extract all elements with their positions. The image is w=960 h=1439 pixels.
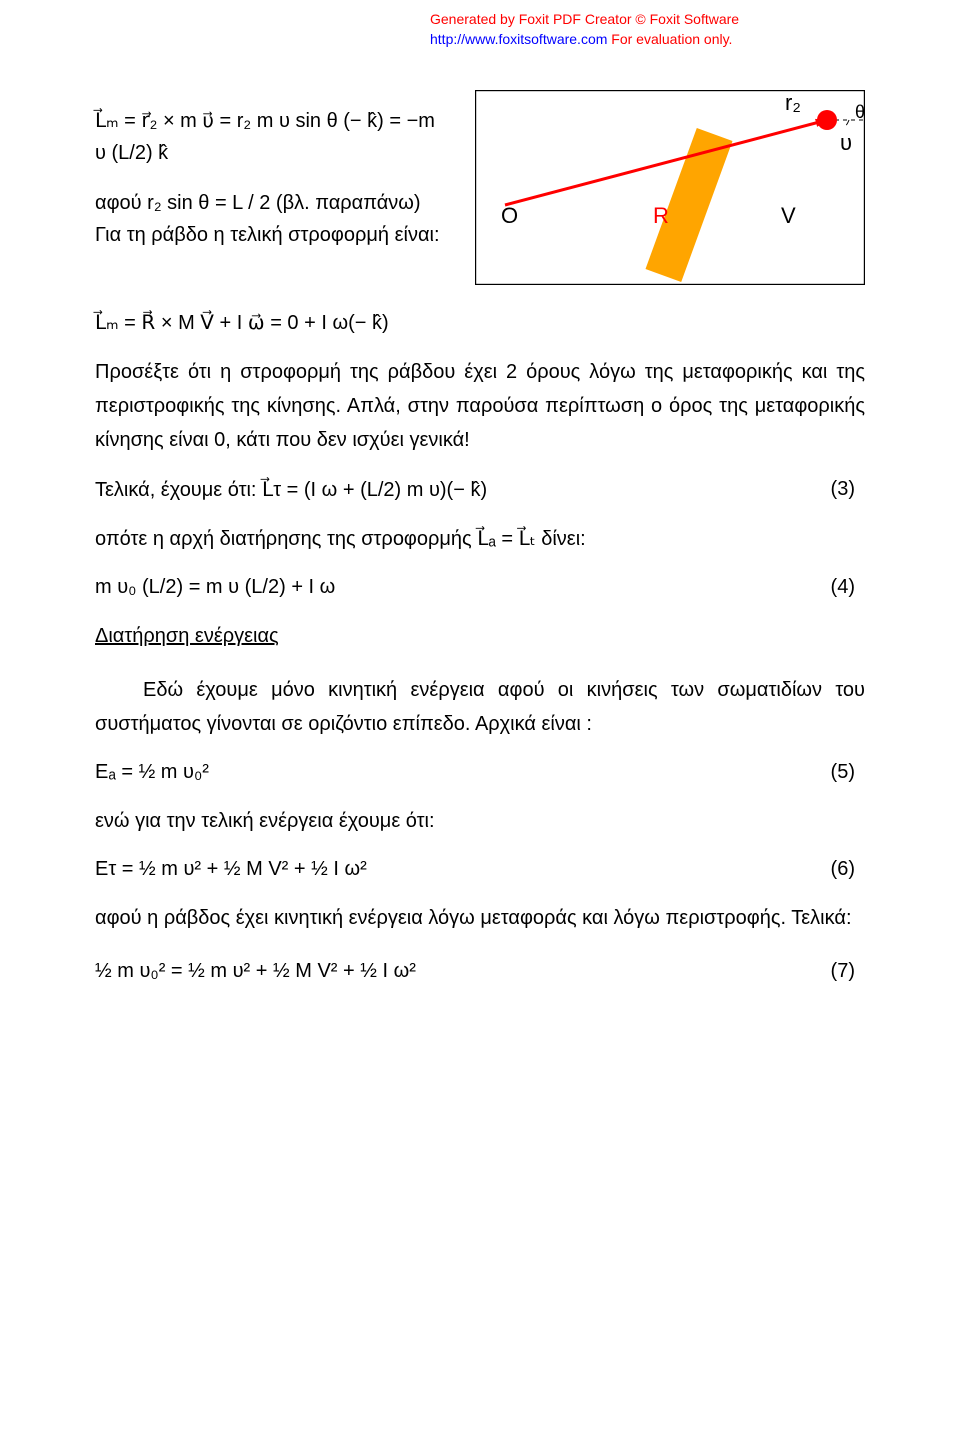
eqnum-3: (3): [831, 478, 865, 501]
equation-LM-line: L⃗ₘ = R⃗ × M V⃗ + Ι ω⃗ = 0 + Ι ω(− k̂): [95, 310, 865, 335]
equation-4: m υ₀ (L/2) = m υ (L/2) + Ι ω: [95, 576, 335, 599]
equation-Lm: L⃗ₘ = r⃗₂ × m υ⃗ = r₂ m υ sin θ (− k̂) =…: [95, 105, 445, 169]
svg-text:V: V: [781, 203, 796, 228]
equation-5-line: Eₐ = ½ m υ₀² (5): [95, 761, 865, 784]
diagram: θ Ο R Vr₂ υ: [475, 90, 865, 290]
svg-text:r₂: r₂: [785, 90, 801, 115]
svg-text:R: R: [653, 203, 669, 228]
paragraph-rod-energy: αφού η ράβδος έχει κινητική ενέργεια λόγ…: [95, 901, 865, 935]
equation-7-line: ½ m υ₀² = ½ m υ² + ½ M V² + ½ Ι ω² (7): [95, 960, 865, 983]
equation-6: Eτ = ½ m υ² + ½ M V² + ½ Ι ω²: [95, 858, 367, 881]
paragraph-energy: Εδώ έχουμε μόνο κινητική ενέργεια αφού ο…: [95, 673, 865, 741]
eqnum-6: (6): [831, 858, 865, 881]
equation-7: ½ m υ₀² = ½ m υ² + ½ M V² + ½ Ι ω²: [95, 960, 416, 983]
watermark-link: http://www.foxitsoftware.com: [430, 31, 607, 47]
equation-5: Eₐ = ½ m υ₀²: [95, 761, 209, 784]
eqnum-5: (5): [831, 761, 865, 784]
equation-LM: L⃗ₘ = R⃗ × M V⃗ + Ι ω⃗ = 0 + Ι ω(− k̂): [95, 310, 389, 335]
rod-angular-text: Για τη ράβδο η τελική στροφορμή είναι:: [95, 219, 445, 251]
heading-energy: Διατήρηση ενέργειας: [95, 619, 865, 653]
pdf-watermark: Generated by Foxit PDF Creator © Foxit S…: [430, 10, 910, 49]
equation-6-line: Eτ = ½ m υ² + ½ M V² + ½ Ι ω² (6): [95, 858, 865, 881]
paragraph-note: Προσέξτε ότι η στροφορμή της ράβδου έχει…: [95, 355, 865, 457]
eqnum-4: (4): [831, 576, 865, 599]
svg-text:υ: υ: [840, 130, 852, 155]
conservation-line: οπότε η αρχή διατήρησης της στροφορμής L…: [95, 522, 865, 556]
eqnum-7: (7): [831, 960, 865, 983]
equation-3: L⃗τ = (Ι ω + (L/2) m υ)(− k̂): [262, 479, 487, 501]
watermark-line2: http://www.foxitsoftware.com For evaluat…: [430, 30, 910, 50]
top-row: L⃗ₘ = r⃗₂ × m υ⃗ = r₂ m υ sin θ (− k̂) =…: [95, 90, 865, 290]
watermark-line1: Generated by Foxit PDF Creator © Foxit S…: [430, 10, 910, 30]
watermark-rest: For evaluation only.: [607, 31, 732, 47]
paragraph-final-energy: ενώ για την τελική ενέργεια έχουμε ότι:: [95, 804, 865, 838]
equation-since: αφού r₂ sin θ = L / 2 (βλ. παραπάνω): [95, 187, 445, 219]
svg-text:θ: θ: [855, 102, 865, 122]
equation-4-line: m υ₀ (L/2) = m υ (L/2) + Ι ω (4): [95, 576, 865, 599]
intro-equations: L⃗ₘ = r⃗₂ × m υ⃗ = r₂ m υ sin θ (− k̂) =…: [95, 90, 445, 251]
svg-text:Ο: Ο: [501, 203, 518, 228]
equation-3-line: Τελικά, έχουμε ότι: L⃗τ = (Ι ω + (L/2) m…: [95, 477, 865, 502]
